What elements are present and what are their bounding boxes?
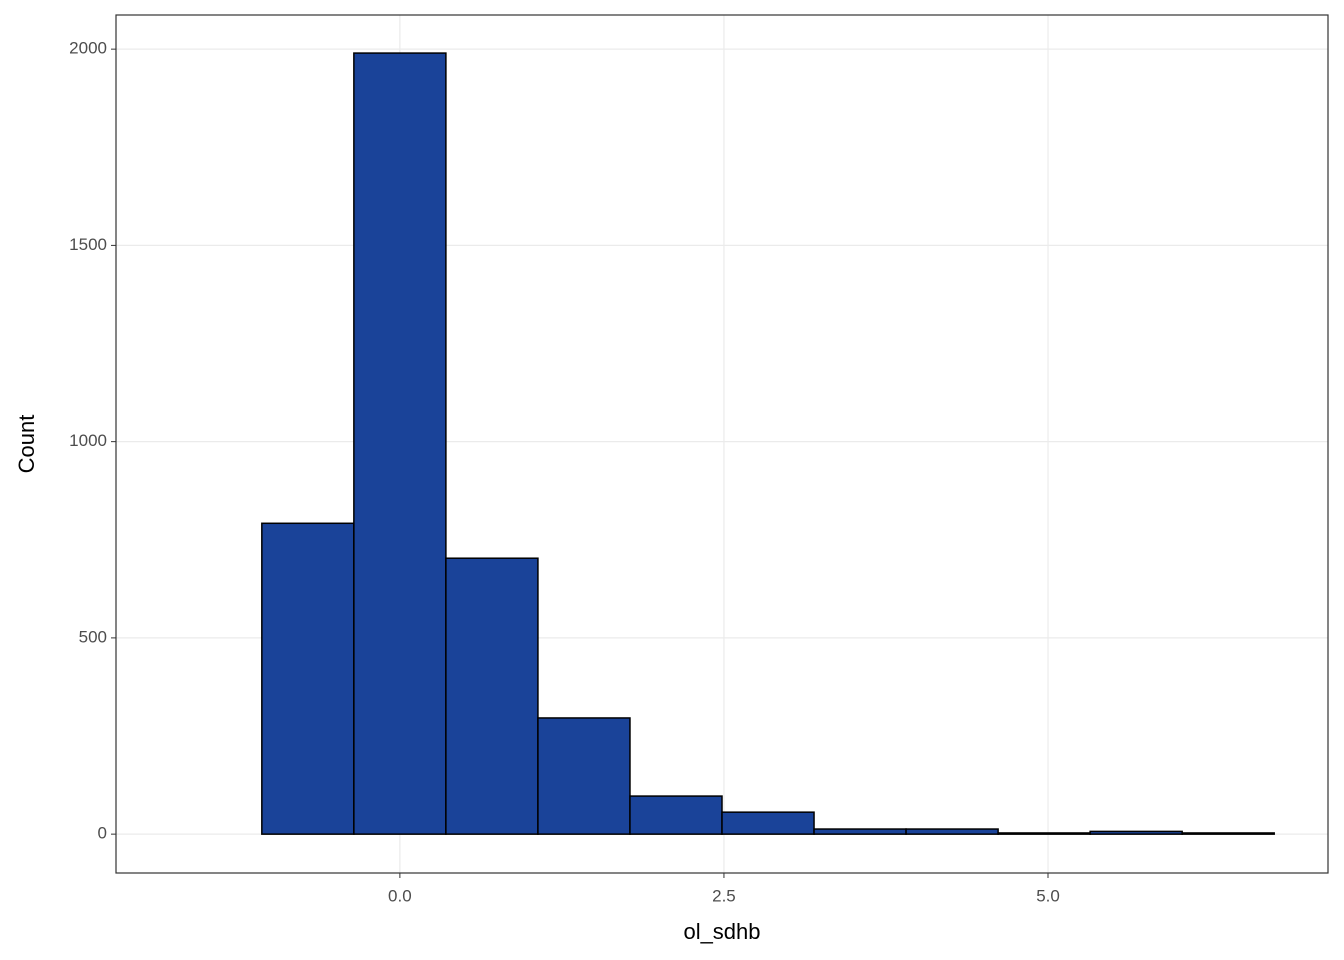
bar	[537, 717, 631, 835]
bar	[997, 832, 1091, 835]
y-tick-label: 0	[98, 824, 107, 843]
bar	[261, 522, 355, 835]
x-tick-label: 2.5	[712, 886, 736, 905]
bar	[629, 795, 723, 835]
y-axis-title: Count	[14, 415, 39, 474]
x-tick-label: 0.0	[388, 886, 412, 905]
bar	[813, 828, 907, 835]
panel-border	[115, 14, 1329, 874]
bar	[721, 811, 815, 835]
bar	[1089, 830, 1183, 835]
bar	[445, 557, 539, 835]
bar	[905, 828, 999, 835]
y-tick-label: 1000	[69, 431, 107, 450]
y-tick-label: 500	[79, 627, 107, 646]
bar	[1181, 832, 1275, 835]
x-axis-title: ol_sdhb	[683, 919, 760, 944]
x-tick-label: 5.0	[1036, 886, 1060, 905]
y-tick-label: 1500	[69, 235, 107, 254]
bar	[353, 52, 447, 835]
y-tick-label: 2000	[69, 39, 107, 58]
